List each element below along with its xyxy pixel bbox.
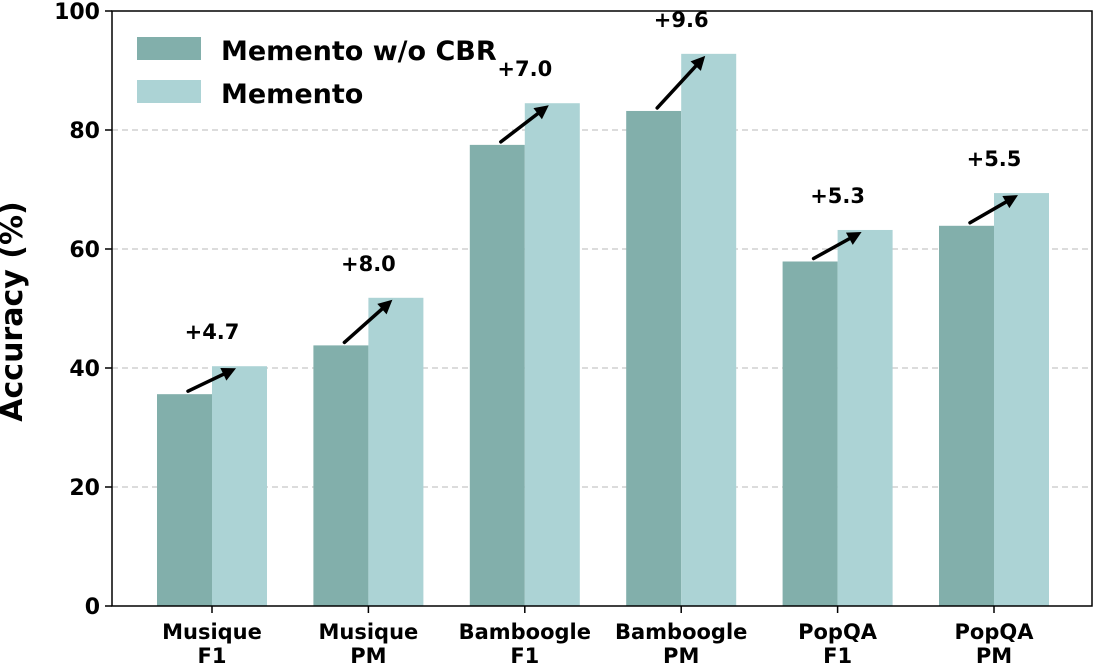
- gain-arrow-4: [811, 231, 862, 261]
- gain-arrow-0: [186, 367, 236, 393]
- bar-memento-5: [994, 193, 1049, 606]
- y-tick-label-80: 80: [69, 119, 100, 144]
- x-tick-label-2: Bamboogle F1: [459, 620, 591, 668]
- bar-memento-wo-cbr-3: [626, 110, 682, 607]
- y-tick-label-0: 0: [85, 595, 100, 620]
- legend-item-memento-swatch: [137, 80, 201, 103]
- bar-memento-wo-cbr-4: [782, 261, 838, 606]
- bar-memento-wo-cbr-0: [157, 394, 212, 606]
- bar-memento-2: [524, 103, 580, 606]
- bar-memento-4: [837, 229, 893, 606]
- legend-item-memento-wo-cbr: Memento w/o CBR: [137, 36, 497, 67]
- plot-frame: [111, 10, 1093, 607]
- legend-item-memento-wo-cbr-swatch: [137, 37, 201, 60]
- x-tick-label-5: PopQA PM: [955, 620, 1035, 668]
- gain-arrow-1: [342, 299, 393, 345]
- gain-arrow-3: [655, 55, 706, 110]
- x-tick-label-0: Musique F1: [162, 620, 262, 668]
- bar-memento-3: [681, 53, 737, 606]
- gain-arrows: +4.7 +8.0 +7.0 +9.6 +5.3 +5.5: [185, 8, 1022, 393]
- gain-label-5: +5.5: [967, 147, 1022, 171]
- y-tick-label-100: 100: [54, 0, 100, 25]
- bar-memento-1: [368, 297, 424, 606]
- x-tick-label-3: Bamboogle PM: [615, 620, 747, 668]
- gain-label-1: +8.0: [341, 252, 396, 276]
- gain-label-3: +9.6: [654, 8, 709, 32]
- bar-memento-0: [212, 366, 267, 606]
- gain-label-2: +7.0: [497, 57, 552, 81]
- y-tick-label-20: 20: [69, 476, 100, 501]
- gain-arrow-5: [968, 195, 1018, 225]
- bars: [157, 53, 1049, 607]
- gain-arrow-2: [499, 105, 549, 144]
- axes: 0 20 40 60 80 100 Musique F1 Musique PM Bamboogle F…: [54, 0, 1093, 668]
- y-tick-label-60: 60: [69, 238, 100, 263]
- legend-item-memento: Memento: [137, 79, 363, 110]
- legend: Memento w/o CBR Memento: [137, 36, 497, 110]
- gain-label-0: +4.7: [185, 320, 240, 344]
- bar-memento-wo-cbr-1: [313, 345, 369, 606]
- x-tick-label-4: PopQA F1: [798, 620, 878, 668]
- bar-memento-wo-cbr-2: [469, 144, 525, 606]
- bar-memento-wo-cbr-5: [939, 225, 994, 607]
- y-axis-label: Accuracy (%): [0, 201, 30, 421]
- gain-label-4: +5.3: [810, 184, 865, 208]
- x-tick-label-1: Musique PM: [319, 620, 419, 668]
- legend-item-memento-wo-cbr-label: Memento w/o CBR: [221, 36, 497, 67]
- grid-lines: [112, 129, 1092, 488]
- legend-item-memento-label: Memento: [221, 79, 363, 110]
- y-tick-label-40: 40: [69, 357, 100, 382]
